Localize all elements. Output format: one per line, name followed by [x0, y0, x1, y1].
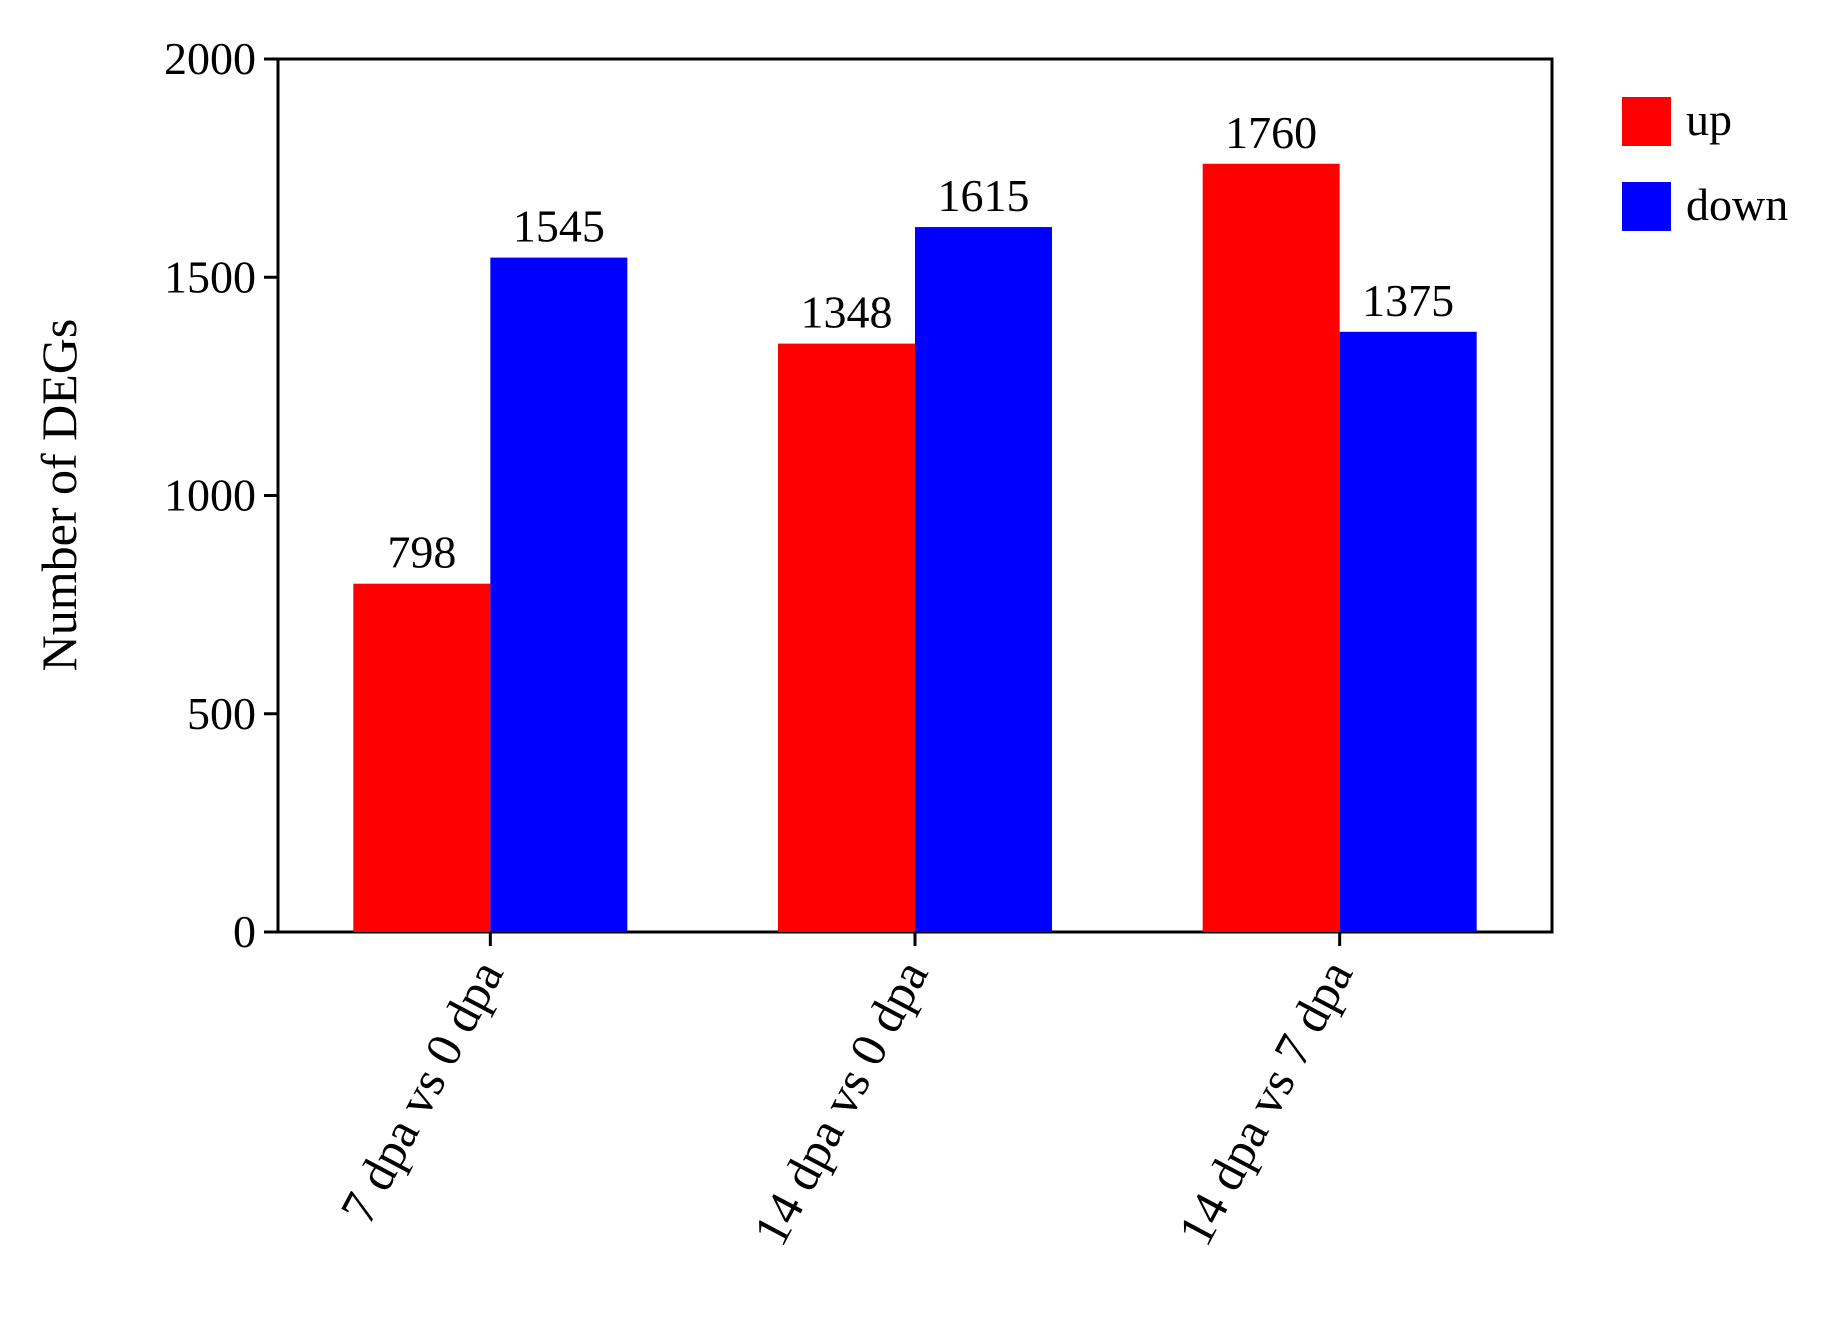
y-tick-label: 1000	[164, 470, 256, 521]
value-label: 1375	[1362, 275, 1454, 326]
y-tick-label: 0	[233, 906, 256, 957]
bar	[353, 583, 491, 932]
y-axis-label: Number of DEGs	[31, 319, 87, 672]
value-label: 798	[387, 527, 456, 578]
x-tick-label: 7 dpa vs 0 dpa	[329, 951, 514, 1232]
value-label: 1760	[1225, 107, 1317, 158]
y-tick-label: 2000	[164, 33, 256, 84]
bar	[1202, 163, 1340, 932]
y-tick-label: 1500	[164, 251, 256, 302]
legend-swatch	[1622, 97, 1671, 146]
legend-label: down	[1686, 179, 1788, 230]
x-tick-label: 14 dpa vs 0 dpa	[742, 951, 939, 1254]
bar	[490, 257, 628, 932]
bar	[778, 343, 915, 932]
value-label: 1615	[938, 170, 1030, 221]
value-label: 1545	[513, 201, 605, 252]
y-tick-label: 500	[187, 688, 256, 739]
legend-swatch	[1622, 182, 1671, 231]
x-tick-label: 14 dpa vs 7 dpa	[1167, 951, 1364, 1254]
bar	[915, 227, 1052, 933]
legend-label: up	[1686, 94, 1732, 145]
value-label: 1348	[801, 287, 893, 338]
bar	[1339, 331, 1477, 932]
